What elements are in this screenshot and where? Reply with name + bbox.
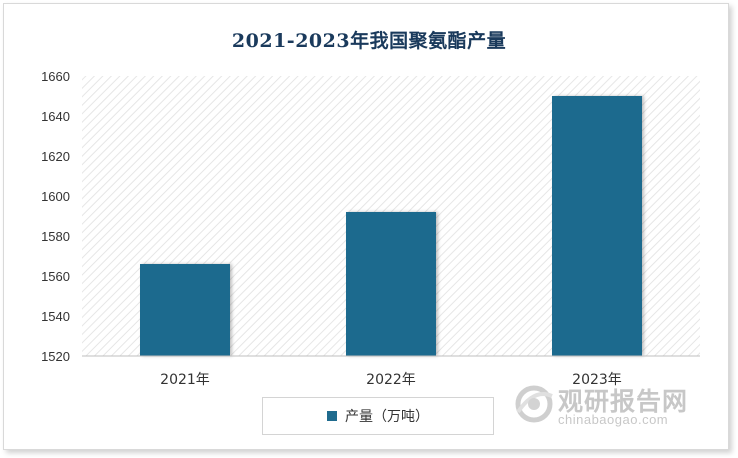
y-tick-label: 1620 <box>41 149 70 164</box>
y-axis: 1520 1540 1560 1580 1600 1620 1640 1660 <box>41 69 70 364</box>
legend-swatch <box>327 411 337 421</box>
y-tick-label: 1580 <box>41 229 70 244</box>
watermark-url: chinabaogao.com <box>558 412 669 427</box>
chart-title: 2021-2023年我国聚氨酯产量 <box>231 30 507 52</box>
x-tick-label: 2022年 <box>366 372 416 388</box>
watermark-logo <box>515 385 553 423</box>
bar-3 <box>552 96 642 356</box>
x-axis: 2021年 2022年 2023年 <box>160 372 622 388</box>
y-tick-label: 1640 <box>41 109 70 124</box>
bars <box>140 96 642 356</box>
y-tick-label: 1540 <box>41 309 70 324</box>
bar-1 <box>140 264 230 356</box>
y-tick-label: 1520 <box>41 349 70 364</box>
legend-label: 产量（万吨） <box>345 409 429 425</box>
x-tick-label: 2021年 <box>160 372 210 388</box>
y-tick-label: 1560 <box>41 269 70 284</box>
watermark-name: 观研报告网 <box>558 387 689 416</box>
y-tick-label: 1600 <box>41 189 70 204</box>
legend: 产量（万吨） <box>262 397 494 435</box>
x-tick-label: 2023年 <box>572 372 622 388</box>
y-tick-label: 1660 <box>41 69 70 84</box>
bar-2 <box>346 212 436 356</box>
watermark: 观研报告网 chinabaogao.com <box>512 380 722 430</box>
